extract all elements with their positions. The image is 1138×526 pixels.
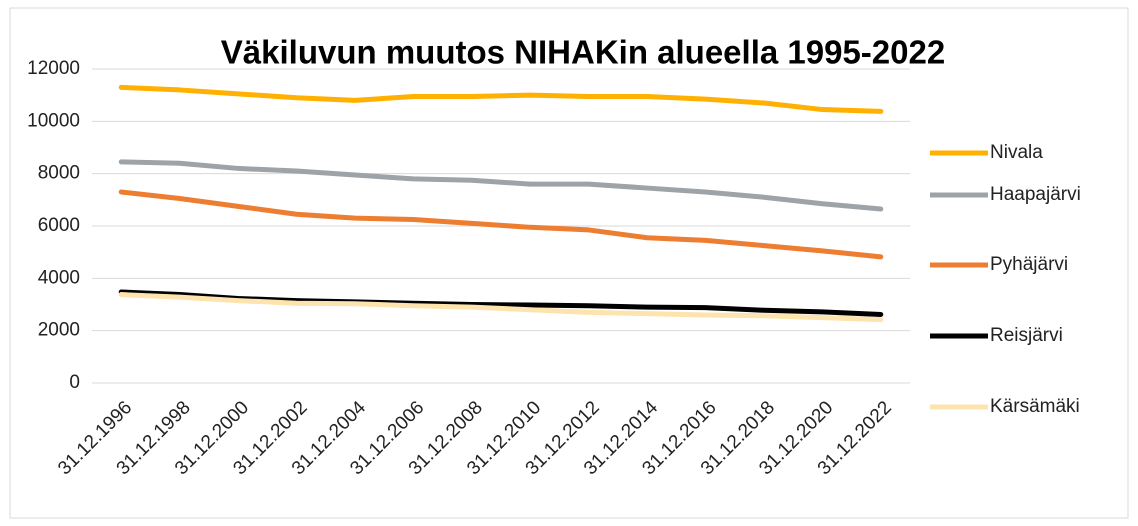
y-tick-label: 4000	[38, 267, 80, 288]
y-tick-label: 10000	[27, 110, 80, 131]
y-tick-label: 2000	[38, 320, 80, 341]
series-line	[118, 84, 884, 114]
legend-label: Pyhäjärvi	[990, 254, 1068, 275]
chart-title: Väkiluvun muutos NIHAKin alueella 1995-2…	[221, 34, 945, 71]
legend-label: Haapajärvi	[990, 184, 1081, 205]
series-line	[118, 159, 884, 212]
series-line	[118, 292, 884, 323]
series-line	[118, 189, 884, 260]
y-tick-label: 0	[69, 372, 80, 393]
y-tick-label: 6000	[38, 215, 80, 236]
legend-label: Reisjärvi	[990, 325, 1063, 346]
legend-label: Nivala	[990, 142, 1043, 163]
y-tick-label: 12000	[27, 58, 80, 79]
y-tick-label: 8000	[38, 163, 80, 184]
legend-label: Kärsämäki	[990, 396, 1080, 417]
